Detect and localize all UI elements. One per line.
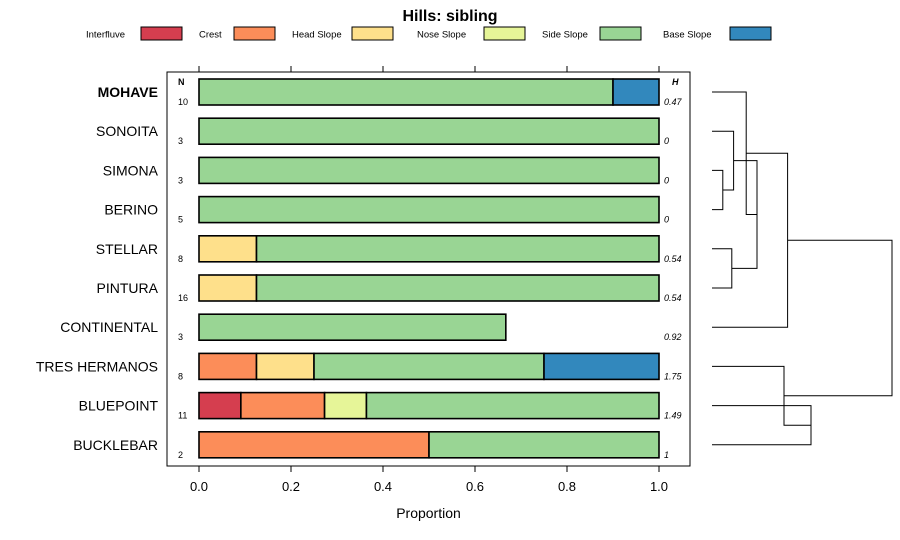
row-label-mohave: MOHAVE bbox=[98, 84, 158, 100]
row-label-tres-hermanos: TRES HERMANOS bbox=[36, 358, 158, 374]
dendrogram bbox=[712, 91, 893, 446]
row-label-sonoita: SONOITA bbox=[96, 123, 159, 139]
bar-bluepoint-nose-slope bbox=[323, 391, 368, 420]
n-value-simona: 3 bbox=[178, 175, 183, 185]
h-header: H bbox=[672, 77, 679, 87]
legend-swatch-crest bbox=[233, 26, 276, 41]
dendrogram-branch-1 bbox=[712, 169, 724, 211]
row-label-bluepoint: BLUEPOINT bbox=[79, 398, 159, 414]
h-value-pintura: 0.54 bbox=[664, 293, 682, 303]
x-tick-label-0: 0.0 bbox=[190, 479, 208, 494]
legend-swatch-base-slope bbox=[729, 26, 772, 41]
legend-label-base-slope: Base Slope bbox=[663, 30, 712, 41]
bar-tres-hermanos-head-slope bbox=[255, 352, 315, 381]
plot-panel bbox=[166, 71, 691, 467]
legend-swatch-side-slope bbox=[599, 26, 642, 41]
bar-bucklebar-side-slope bbox=[428, 430, 660, 459]
dendrogram-branch-3 bbox=[712, 248, 733, 289]
legend-label-interfluve: Interfluve bbox=[86, 30, 125, 41]
x-tick-label-2: 0.4 bbox=[374, 479, 392, 494]
row-label-bucklebar: BUCKLEBAR bbox=[73, 437, 158, 453]
bar-sonoita-side-slope bbox=[198, 117, 660, 145]
bar-pintura-head-slope bbox=[198, 274, 258, 302]
dendrogram-branch-9 bbox=[784, 239, 893, 397]
n-value-bucklebar: 2 bbox=[178, 450, 183, 460]
x-tick-label-3: 0.6 bbox=[466, 479, 484, 494]
h-value-bucklebar: 1 bbox=[664, 450, 669, 460]
row-labels: MOHAVE 10 0.47 SONOITA 3 0 SIMONA 3 0 BERINO 5 0 STE… bbox=[36, 84, 683, 460]
legend: Interfluve Crest Head Slope Nose Slope Side … bbox=[86, 26, 772, 41]
h-value-tres-hermanos: 1.75 bbox=[664, 371, 683, 381]
bar-mohave-base-slope bbox=[612, 78, 660, 106]
bar-bluepoint-interfluve bbox=[198, 391, 242, 420]
legend-label-nose-slope: Nose Slope bbox=[417, 30, 466, 41]
row-label-stellar: STELLAR bbox=[96, 241, 158, 257]
bar-berino-side-slope bbox=[198, 195, 660, 224]
row-label-simona: SIMONA bbox=[103, 162, 159, 178]
x-axis-label: Proportion bbox=[396, 505, 461, 521]
legend-label-head-slope: Head Slope bbox=[292, 30, 342, 41]
h-value-bluepoint: 1.49 bbox=[664, 411, 682, 421]
n-value-continental: 3 bbox=[178, 332, 183, 342]
bar-tres-hermanos-base-slope bbox=[543, 352, 660, 381]
bar-tres-hermanos-side-slope bbox=[313, 352, 545, 381]
dendrogram-branch-6 bbox=[712, 152, 789, 328]
h-value-simona: 0 bbox=[664, 175, 669, 185]
n-value-pintura: 16 bbox=[178, 293, 188, 303]
bar-continental-side-slope bbox=[198, 313, 507, 342]
x-tick-label-1: 0.2 bbox=[282, 479, 300, 494]
h-value-berino: 0 bbox=[664, 215, 669, 225]
h-value-mohave: 0.47 bbox=[664, 97, 683, 107]
n-header: N bbox=[178, 77, 185, 87]
x-tick-label-5: 1.0 bbox=[650, 479, 668, 494]
h-value-continental: 0.92 bbox=[664, 332, 682, 342]
bar-stellar-head-slope bbox=[198, 235, 258, 263]
bar-mohave-side-slope bbox=[198, 78, 614, 106]
n-value-stellar: 8 bbox=[178, 254, 183, 264]
h-value-stellar: 0.54 bbox=[664, 254, 682, 264]
bar-stellar-side-slope bbox=[255, 235, 660, 263]
legend-swatch-nose-slope bbox=[483, 26, 526, 41]
bar-pintura-side-slope bbox=[255, 274, 660, 302]
n-value-bluepoint: 11 bbox=[178, 411, 187, 421]
bar-tres-hermanos-crest bbox=[198, 352, 258, 381]
n-value-tres-hermanos: 8 bbox=[178, 371, 183, 381]
x-tick-label-4: 0.8 bbox=[558, 479, 576, 494]
bar-simona-side-slope bbox=[198, 156, 660, 185]
chart-title: Hills: sibling bbox=[402, 8, 497, 25]
legend-label-side-slope: Side Slope bbox=[542, 30, 588, 41]
bar-bluepoint-side-slope bbox=[365, 391, 660, 420]
legend-label-crest: Crest bbox=[199, 30, 222, 41]
n-value-sonoita: 3 bbox=[178, 136, 183, 146]
x-axis: 0.0 0.2 0.4 0.6 0.8 1.0 bbox=[190, 66, 668, 494]
bar-bluepoint-crest bbox=[240, 391, 326, 420]
h-value-sonoita: 0 bbox=[664, 136, 669, 146]
legend-swatch-interfluve bbox=[140, 26, 183, 41]
bars-layer bbox=[198, 78, 660, 459]
legend-swatch-head-slope bbox=[351, 26, 394, 41]
n-value-mohave: 10 bbox=[178, 97, 188, 107]
n-value-berino: 5 bbox=[178, 215, 183, 225]
row-label-pintura: PINTURA bbox=[97, 280, 159, 296]
row-label-continental: CONTINENTAL bbox=[60, 319, 158, 335]
bar-bucklebar-crest bbox=[198, 430, 430, 459]
row-label-berino: BERINO bbox=[104, 202, 158, 218]
